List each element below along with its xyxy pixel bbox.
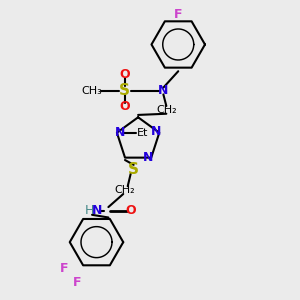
Text: CH₂: CH₂ <box>114 185 135 195</box>
Text: N: N <box>142 151 153 164</box>
Text: CH₃: CH₃ <box>82 85 102 96</box>
Text: F: F <box>174 8 182 21</box>
Text: S: S <box>128 162 139 177</box>
Text: F: F <box>73 276 81 289</box>
Text: N: N <box>115 126 126 139</box>
Text: N: N <box>92 204 103 218</box>
Text: F: F <box>60 262 68 275</box>
Text: N: N <box>151 125 161 138</box>
Text: CH₂: CH₂ <box>156 105 177 115</box>
Text: O: O <box>119 100 130 113</box>
Text: Et: Et <box>136 128 148 138</box>
Text: S: S <box>119 83 130 98</box>
Text: N: N <box>158 84 169 97</box>
Text: O: O <box>119 68 130 81</box>
Text: H: H <box>84 204 94 218</box>
Text: O: O <box>125 204 136 218</box>
